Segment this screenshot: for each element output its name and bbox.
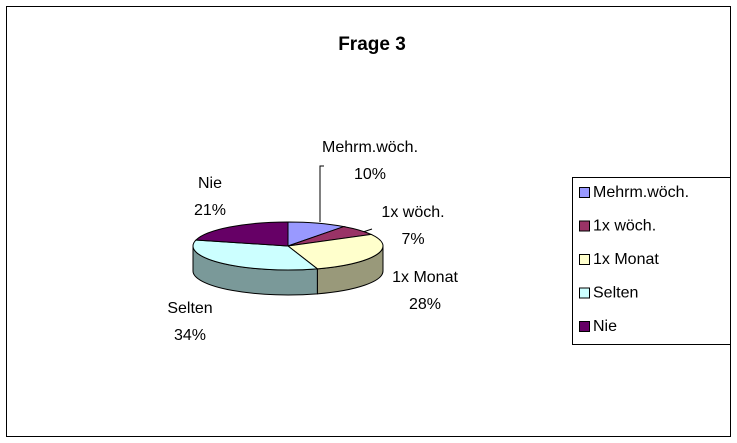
- data-label-value: 28%: [409, 296, 441, 313]
- slice: [192, 239, 319, 271]
- legend-swatch: [579, 187, 590, 198]
- data-label-value: 7%: [401, 231, 424, 248]
- data-label-category: Mehrm.wöch.: [322, 139, 418, 156]
- legend-label: 1x Monat: [593, 251, 659, 268]
- data-label-category: Nie: [198, 175, 222, 192]
- chart-title: Frage 3: [338, 34, 406, 55]
- data-label-category: 1x Monat: [392, 269, 458, 286]
- legend-swatch: [579, 321, 590, 332]
- legend-swatch: [579, 254, 590, 265]
- legend-label: Nie: [593, 318, 617, 335]
- leader-line: [319, 165, 324, 222]
- data-label-value: 10%: [354, 166, 386, 183]
- data-label-value: 21%: [194, 202, 226, 219]
- data-label-category: Selten: [167, 300, 212, 317]
- legend-label: 1x wöch.: [593, 218, 656, 235]
- legend-swatch: [579, 287, 590, 299]
- legend-swatch: [579, 220, 590, 232]
- legend-label: Mehrm.wöch.: [593, 184, 689, 201]
- data-label-category: 1x wöch.: [381, 204, 444, 221]
- slice: [286, 233, 384, 270]
- legend-box: [572, 177, 731, 345]
- data-label-value: 34%: [174, 327, 206, 344]
- slice: [194, 221, 289, 247]
- legend-label: Selten: [593, 285, 638, 302]
